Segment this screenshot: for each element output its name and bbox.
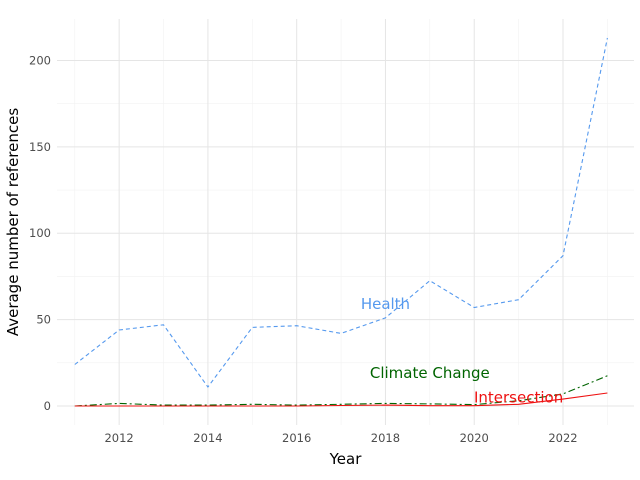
minor-gridlines — [57, 19, 634, 425]
x-tick-label: 2022 — [548, 431, 577, 445]
x-axis-title: Year — [329, 450, 363, 468]
series-line-health — [74, 37, 608, 388]
series-line-climate-change — [74, 375, 608, 407]
y-tick-label: 50 — [36, 313, 51, 327]
x-tick-label: 2020 — [460, 431, 489, 445]
plot-panel — [57, 19, 634, 425]
series-label-climate-change: Climate Change — [370, 364, 490, 382]
y-tick-label: 0 — [44, 399, 51, 413]
series-line-intersection — [74, 392, 608, 407]
series-labels: Health Climate Change Intersection — [361, 295, 563, 406]
y-tick-label: 200 — [29, 53, 51, 67]
y-tick-label: 100 — [29, 226, 51, 240]
x-tick-label: 2012 — [104, 431, 133, 445]
x-tick-label: 2014 — [193, 431, 222, 445]
series-label-health: Health — [361, 295, 410, 313]
x-tick-label: 2016 — [282, 431, 311, 445]
x-tick-label: 2018 — [371, 431, 400, 445]
y-axis-title: Average number of references — [4, 108, 22, 337]
y-tick-label: 150 — [29, 140, 51, 154]
series-lines — [74, 37, 608, 407]
x-tick-labels: 2012 2014 2016 2018 2020 2022 — [104, 431, 577, 445]
y-tick-labels: 0 50 100 150 200 — [29, 53, 51, 413]
series-label-intersection: Intersection — [474, 388, 563, 406]
